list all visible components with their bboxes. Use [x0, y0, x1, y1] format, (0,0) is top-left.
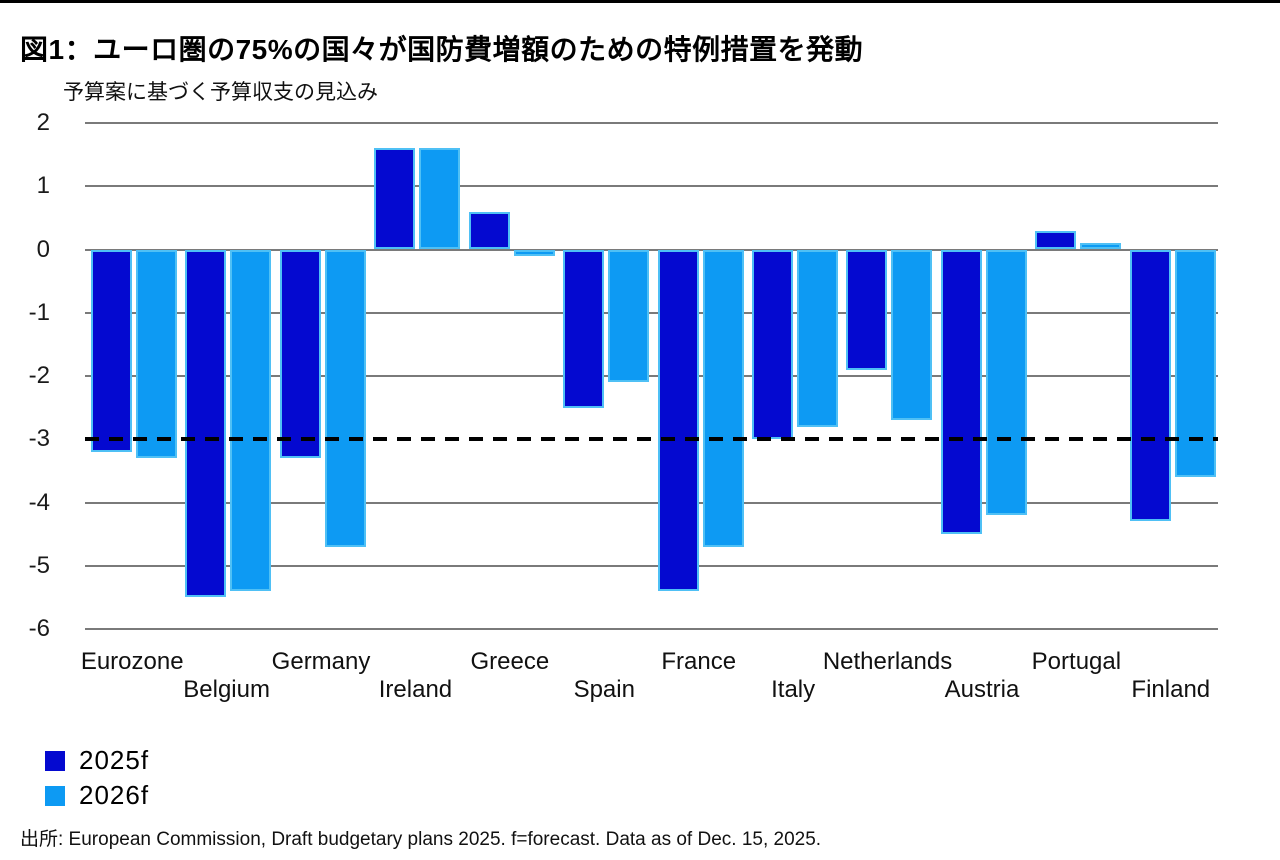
- top-border-line: [0, 0, 1280, 3]
- bar-italy-2026f: [796, 249, 838, 427]
- reference-line-minus-3: [85, 437, 1218, 442]
- y-tick-label--2: -2: [28, 362, 50, 389]
- y-tick-label--5: -5: [28, 551, 50, 579]
- bar-eurozone-2025f: [91, 249, 132, 452]
- legend-swatch-2025f: [45, 750, 65, 771]
- bar-spain-2026f: [608, 249, 650, 383]
- bar-portugal-2026f: [1080, 243, 1122, 250]
- chart-title: 図1：ユーロ圏の75%の国々が国防費増額のための特例措置を発動: [20, 33, 864, 65]
- x-label-germany: Germany: [271, 648, 371, 675]
- bar-netherlands-2025f: [846, 249, 888, 370]
- gridline--5: [85, 564, 1218, 567]
- y-tick-label-2: 2: [36, 109, 50, 136]
- y-tick-label-1: 1: [36, 172, 50, 200]
- bar-germany-2026f: [324, 249, 366, 547]
- y-tick-label--3: -3: [28, 425, 50, 453]
- gridline--4: [85, 501, 1218, 504]
- bar-france-2026f: [702, 249, 744, 547]
- bar-austria-2026f: [985, 249, 1027, 516]
- bar-belgium-2025f: [185, 249, 227, 598]
- bar-greece-2025f: [468, 211, 510, 250]
- x-label-ireland: Ireland: [378, 676, 453, 703]
- gridline--6: [85, 628, 1218, 630]
- legend-label-2025f: 2025f: [79, 745, 150, 775]
- gridline-1: [85, 185, 1218, 188]
- bar-germany-2025f: [279, 249, 321, 459]
- legend-swatch-2026f: [45, 785, 65, 806]
- chart-legend: 2025f 2026f: [45, 745, 150, 818]
- bar-netherlands-2026f: [891, 249, 933, 421]
- x-label-spain: Spain: [573, 676, 635, 703]
- x-label-eurozone: Eurozone: [80, 648, 184, 675]
- bar-finland-2025f: [1129, 249, 1171, 522]
- x-label-portugal: Portugal: [1031, 648, 1122, 675]
- x-label-netherlands: Netherlands: [822, 648, 953, 675]
- x-label-belgium: Belgium: [183, 676, 270, 703]
- bar-belgium-2026f: [230, 249, 272, 592]
- y-tick-label-0: 0: [36, 235, 50, 263]
- gridline-2: [85, 122, 1218, 124]
- bar-ireland-2025f: [374, 148, 416, 250]
- bar-france-2025f: [657, 249, 699, 592]
- x-label-greece: Greece: [470, 648, 550, 675]
- bar-eurozone-2026f: [136, 249, 177, 459]
- x-label-finland: Finland: [1131, 676, 1211, 703]
- gridline--2: [85, 375, 1218, 377]
- y-tick-label--6: -6: [28, 615, 50, 642]
- legend-item-2025f: 2025f: [45, 745, 150, 775]
- gridline--1: [85, 311, 1218, 314]
- axis-subtitle: 予算案に基づく予算収支の見込み: [63, 81, 378, 104]
- x-label-italy: Italy: [771, 676, 816, 703]
- x-label-france: France: [661, 648, 737, 675]
- source-note: 出所: European Commission, Draft budgetary…: [20, 829, 822, 850]
- bar-italy-2025f: [751, 249, 793, 440]
- y-tick-label--4: -4: [28, 488, 50, 516]
- gridline-0: [85, 248, 1218, 251]
- bar-spain-2025f: [563, 249, 605, 408]
- x-label-austria: Austria: [944, 676, 1020, 703]
- bar-portugal-2025f: [1035, 230, 1077, 250]
- legend-item-2026f: 2026f: [45, 780, 150, 810]
- y-tick-label--1: -1: [28, 298, 50, 326]
- bar-ireland-2026f: [419, 148, 461, 250]
- bar-finland-2026f: [1174, 249, 1216, 478]
- bar-greece-2026f: [513, 249, 555, 256]
- bar-austria-2025f: [940, 249, 982, 535]
- legend-label-2026f: 2026f: [79, 780, 150, 810]
